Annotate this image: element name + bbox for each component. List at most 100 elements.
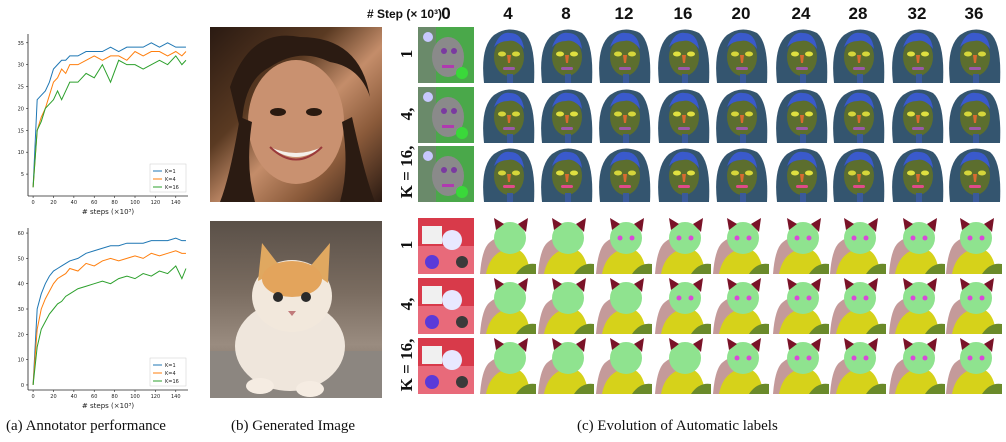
cat-label-map-r2-c3 (596, 338, 652, 394)
x-tick-label: 60 (91, 200, 97, 206)
y-tick-label: 20 (18, 332, 24, 338)
step-32: 32 (907, 4, 927, 23)
face-label-map-r0-c7 (830, 27, 886, 84)
cat-label-map-r0-c2 (538, 218, 594, 274)
cat-label-map-r1-c2 (538, 278, 594, 334)
face-label-map-r0-c1 (480, 27, 536, 84)
cat-label-map-r1-c4 (655, 278, 711, 334)
step-8: 8 (561, 4, 571, 23)
face-label-map-r2-c0 (418, 146, 474, 202)
cat-label-map-r2-c5 (713, 338, 769, 394)
chart-bottom-svg: 0 10 20 30 40 50 60 0 20 40 60 80 100 120 140 # steps (… (18, 228, 188, 410)
y-tick-label: 30 (18, 63, 24, 69)
y-tick-label: 0 (21, 383, 24, 389)
step-0: 0 (441, 4, 451, 23)
cat-label-map-r2-c0 (418, 338, 474, 394)
face-label-map-r0-c2 (538, 27, 594, 84)
generated-face-image (210, 27, 382, 202)
cat-label-map-r2-c8 (889, 338, 945, 394)
series-line-K=16 (32, 265, 187, 385)
step-axis-title: # Step (× 10³) (367, 7, 443, 21)
cat-row-label-16: K = 16, (397, 338, 416, 392)
cat-label-map-r0-c9 (946, 218, 1002, 274)
cat-label-map-r1-c5 (713, 278, 769, 334)
x-tick-label: 20 (50, 394, 56, 400)
step-12: 12 (614, 4, 634, 23)
legend-label: K=4 (165, 177, 176, 183)
face-label-map-r1-c8 (889, 87, 945, 143)
cat-label-map-r0-c5 (713, 218, 769, 274)
x-tick-label: 100 (130, 394, 140, 400)
caption-b: (b) Generated Image (231, 418, 356, 434)
y-tick-label: 40 (18, 282, 24, 288)
y-tick-label: 10 (18, 150, 24, 156)
cat-label-map-r2-c2 (538, 338, 594, 394)
face-label-map-r0-c9 (946, 27, 1002, 84)
legend-label: K=1 (165, 363, 176, 369)
cat-label-map-r1-c1 (480, 278, 536, 334)
face-label-map-r2-c7 (830, 146, 886, 202)
step-16: 16 (673, 4, 693, 23)
chart-top-svg: 5 10 15 20 25 30 35 0 20 40 60 80 100 120 140 # steps (… (18, 34, 188, 216)
face-label-map-r2-c2 (538, 146, 594, 202)
x-tick-label: 120 (151, 394, 161, 400)
face-label-map-r0-c4 (655, 27, 711, 84)
y-tick-label: 50 (18, 256, 24, 262)
step-20: 20 (731, 4, 751, 23)
face-label-map-r0-c6 (773, 27, 829, 84)
annotator-chart-bottom: 0 10 20 30 40 50 60 0 20 40 60 80 100 120 140 # steps (… (2, 222, 194, 412)
step-36: 36 (964, 4, 984, 23)
face-label-map-r0-c8 (889, 27, 945, 84)
annotator-chart-top: 5 10 15 20 25 30 35 0 20 40 60 80 100 120 140 # steps (… (2, 28, 194, 218)
x-axis-label: # steps (×10³) (82, 208, 134, 216)
y-tick-label: 5 (21, 172, 24, 178)
cat-label-map-r0-c3 (596, 218, 652, 274)
face-label-map-r2-c3 (596, 146, 652, 202)
y-tick-label: 25 (18, 85, 24, 91)
cat-label-map-r2-c7 (830, 338, 886, 394)
face-row-label-4: 4, (397, 107, 416, 121)
legend-label: K=4 (165, 371, 176, 377)
cat-row-label-4: 4, (397, 297, 416, 311)
x-tick-label: 100 (130, 200, 140, 206)
legend-label: K=1 (165, 169, 176, 175)
step-4: 4 (503, 4, 513, 23)
x-tick-label: 140 (171, 394, 181, 400)
x-tick-label: 40 (71, 394, 77, 400)
y-tick-label: 10 (18, 358, 24, 364)
y-tick-label: 20 (18, 106, 24, 112)
face-label-map-r0-c3 (596, 27, 652, 84)
x-tick-label: 40 (71, 200, 77, 206)
cat-label-map-r0-c7 (830, 218, 886, 274)
x-tick-label: 60 (91, 394, 97, 400)
cat-label-map-r1-c6 (773, 278, 829, 334)
face-label-map-r2-c4 (655, 146, 711, 202)
legend-label: K=16 (165, 379, 179, 385)
caption-a: (a) Annotator performance (6, 418, 166, 434)
cat-label-map-r1-c0 (418, 278, 474, 334)
y-tick-label: 35 (18, 41, 24, 47)
y-tick-label: 60 (18, 231, 24, 237)
cat-label-map-r0-c0 (418, 218, 474, 274)
face-label-map-r1-c4 (655, 87, 711, 143)
cat-label-map-r0-c4 (655, 218, 711, 274)
x-tick-label: 20 (50, 200, 56, 206)
x-tick-label: 80 (111, 394, 117, 400)
cat-label-map-r2-c6 (773, 338, 829, 394)
face-row-label-1: 1 (397, 49, 416, 59)
x-axis-label: # steps (×10³) (82, 402, 134, 410)
series-line-K=4 (32, 250, 186, 385)
x-tick-label: 140 (171, 200, 181, 206)
x-tick-label: 0 (32, 394, 35, 400)
cat-row-label-1: 1 (397, 240, 416, 250)
cat-label-map-r1-c9 (946, 278, 1002, 334)
face-label-map-r1-c3 (596, 87, 652, 143)
face-label-map-r0-c0 (418, 27, 474, 83)
y-tick-label: 15 (18, 128, 24, 134)
cat-label-map-r0-c6 (773, 218, 829, 274)
x-tick-label: 120 (151, 200, 161, 206)
cat-label-map-r1-c7 (830, 278, 886, 334)
cat-label-map-r2-c9 (946, 338, 1002, 394)
face-label-map-r2-c9 (946, 146, 1002, 202)
y-tick-label: 30 (18, 307, 24, 313)
